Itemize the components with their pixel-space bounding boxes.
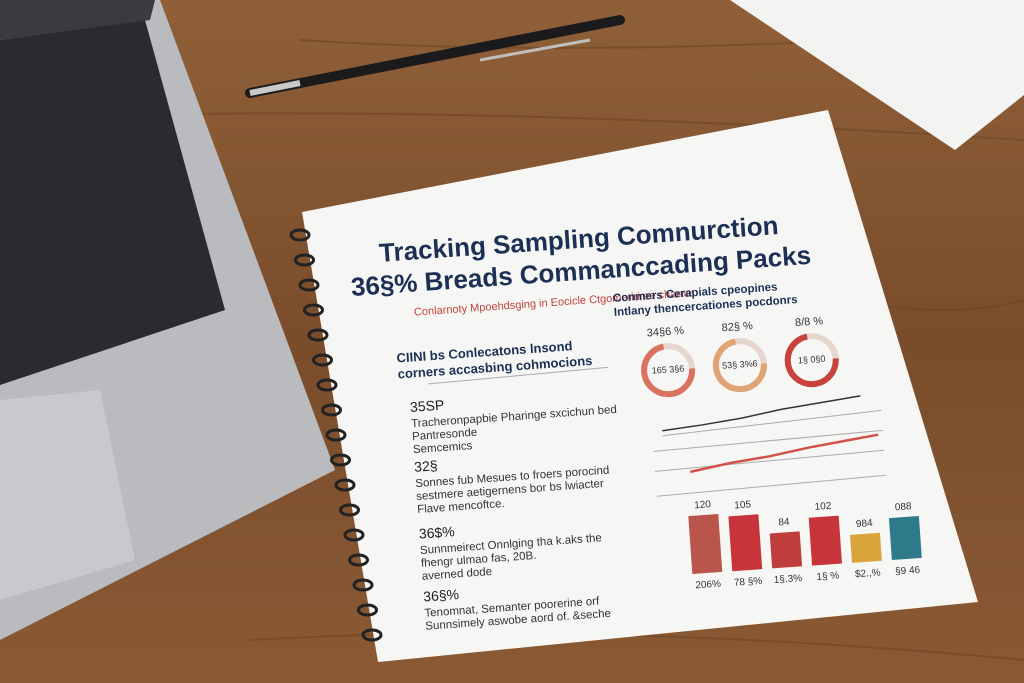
notepad	[730, 0, 1024, 150]
donut-ring	[712, 338, 767, 393]
bar	[888, 516, 922, 561]
bar	[808, 515, 842, 566]
bar	[850, 532, 882, 563]
bar-bottom-label: §9 46	[895, 565, 921, 578]
spiral-ring	[312, 353, 333, 367]
spiral-ring	[330, 453, 351, 467]
bar-bottom-label: 78 §%	[734, 576, 763, 589]
bar-top-label: 102	[814, 501, 832, 513]
report-page	[302, 110, 978, 662]
bar	[728, 514, 763, 572]
spiral-ring	[307, 328, 329, 342]
donut-center: 165 3§6	[651, 363, 684, 375]
bar-top-label: 984	[856, 518, 874, 530]
bar	[769, 531, 803, 569]
spiral-ring	[348, 553, 369, 567]
spiral-ring	[334, 478, 356, 492]
spiral-ring	[289, 228, 311, 242]
donut-ring	[641, 343, 696, 398]
pen	[245, 15, 625, 98]
laptop	[0, 0, 335, 640]
bar-bottom-label: 1§.3%	[773, 573, 802, 586]
bar-top-label: 84	[778, 517, 790, 529]
bar-bottom-label: 1§ %	[816, 570, 840, 583]
item-tag: 36§%	[423, 586, 460, 604]
donut-center: 53§ 3%6	[722, 358, 758, 370]
item-text: Semcemics	[413, 440, 473, 456]
item-tag: 32§	[414, 457, 438, 475]
item-tag: 36$%	[418, 523, 455, 541]
donut-center: 1§ 0§0	[798, 354, 826, 366]
spiral-ring	[343, 528, 365, 542]
bar-bottom-label: 206%	[695, 579, 721, 592]
line-charts	[428, 366, 886, 497]
spiral-binding	[289, 228, 383, 642]
item-tag: 35SP	[409, 397, 444, 415]
bar-top-label: 105	[734, 499, 752, 511]
item-text: averned dode	[421, 566, 492, 583]
spiral-ring	[361, 628, 383, 642]
spiral-ring	[303, 303, 324, 317]
bar	[688, 514, 723, 574]
spiral-ring	[357, 603, 378, 617]
item-text: Pantresonde	[412, 427, 478, 444]
bar-bottom-label: $2.,%	[855, 567, 881, 580]
donut-label: 82§ %	[721, 320, 753, 334]
spiral-ring	[325, 428, 347, 442]
spiral-ring	[316, 378, 338, 392]
donut-label: 8/8 %	[795, 315, 824, 329]
spiral-ring	[294, 253, 315, 267]
spiral-ring	[298, 278, 320, 292]
trend-line	[689, 433, 879, 474]
donut-label: 34§6 %	[646, 325, 684, 340]
spiral-ring	[321, 403, 342, 417]
spiral-ring	[339, 503, 360, 517]
trend-line	[662, 395, 861, 432]
spiral-ring	[352, 578, 374, 592]
donut-ring	[784, 333, 839, 388]
bar-top-label: 088	[895, 501, 913, 513]
bar-top-label: 120	[694, 499, 712, 511]
